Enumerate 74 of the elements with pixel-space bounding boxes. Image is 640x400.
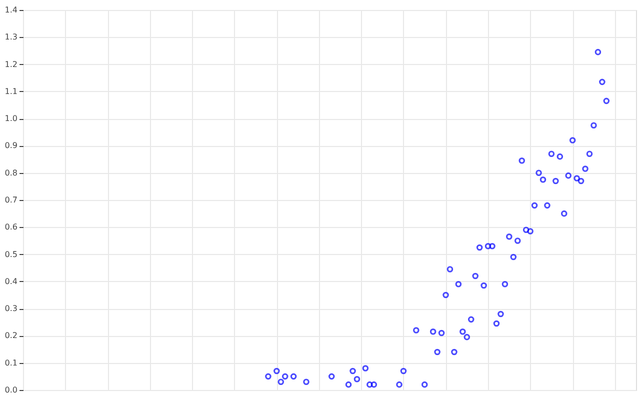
point bbox=[278, 378, 284, 385]
point bbox=[522, 226, 530, 233]
point bbox=[574, 175, 580, 182]
point bbox=[451, 348, 458, 356]
y-tick-label: 0.5 bbox=[4, 250, 18, 259]
point bbox=[282, 373, 288, 380]
point bbox=[442, 292, 449, 298]
point bbox=[590, 122, 597, 128]
point bbox=[460, 328, 466, 335]
point bbox=[354, 376, 360, 382]
point bbox=[468, 316, 474, 323]
point bbox=[400, 368, 407, 374]
point bbox=[274, 368, 280, 374]
y-tick-label: 0.0 bbox=[4, 386, 18, 394]
point bbox=[586, 150, 593, 157]
y-tick-label: 0.9 bbox=[4, 141, 18, 150]
point bbox=[476, 244, 483, 251]
y-tick-label: 1.0 bbox=[4, 114, 18, 124]
point bbox=[464, 334, 470, 340]
point bbox=[480, 282, 487, 289]
point bbox=[531, 202, 538, 209]
point bbox=[540, 176, 546, 183]
y-tick-label: 1.4 bbox=[4, 6, 18, 14]
point bbox=[599, 78, 606, 86]
point bbox=[290, 373, 297, 380]
point bbox=[421, 381, 428, 388]
point bbox=[472, 272, 478, 280]
y-tick-label: 1.1 bbox=[4, 86, 18, 96]
point bbox=[498, 310, 504, 318]
y-tick-label: 0.2 bbox=[4, 331, 18, 340]
y-tick-label: 1.3 bbox=[4, 32, 18, 42]
point bbox=[527, 228, 534, 234]
y-tick-label: 0.7 bbox=[4, 196, 18, 204]
point bbox=[345, 381, 352, 388]
y-tick-label: 0.4 bbox=[4, 276, 18, 286]
point bbox=[434, 348, 440, 356]
point bbox=[578, 178, 584, 184]
point bbox=[536, 170, 542, 176]
point bbox=[594, 48, 602, 56]
point bbox=[413, 327, 420, 334]
point bbox=[556, 153, 564, 160]
point bbox=[446, 266, 454, 272]
point bbox=[514, 238, 521, 244]
point bbox=[430, 328, 436, 335]
point bbox=[502, 281, 508, 288]
point bbox=[582, 166, 588, 172]
point bbox=[603, 98, 610, 104]
point bbox=[510, 254, 517, 260]
point bbox=[560, 210, 568, 217]
point bbox=[484, 243, 492, 250]
point bbox=[350, 368, 356, 374]
point bbox=[493, 320, 500, 327]
point bbox=[265, 373, 272, 380]
point bbox=[366, 381, 373, 388]
point bbox=[362, 365, 369, 372]
point bbox=[569, 137, 576, 144]
point bbox=[328, 373, 335, 380]
point bbox=[370, 381, 378, 388]
y-tick-label: 0.3 bbox=[4, 304, 18, 314]
point bbox=[544, 202, 550, 209]
point bbox=[396, 381, 402, 388]
point bbox=[489, 243, 496, 250]
point bbox=[548, 150, 555, 157]
point bbox=[303, 378, 310, 385]
point bbox=[565, 172, 572, 179]
point bbox=[438, 330, 445, 336]
y-tick-label: 0.6 bbox=[4, 222, 18, 232]
point bbox=[518, 158, 525, 164]
point bbox=[455, 281, 462, 288]
y-tick-label: 0.8 bbox=[4, 168, 18, 178]
point bbox=[506, 234, 512, 240]
y-tick-label: 1.2 bbox=[4, 60, 18, 69]
point bbox=[552, 178, 559, 184]
y-tick-label: 0.1 bbox=[4, 358, 18, 368]
